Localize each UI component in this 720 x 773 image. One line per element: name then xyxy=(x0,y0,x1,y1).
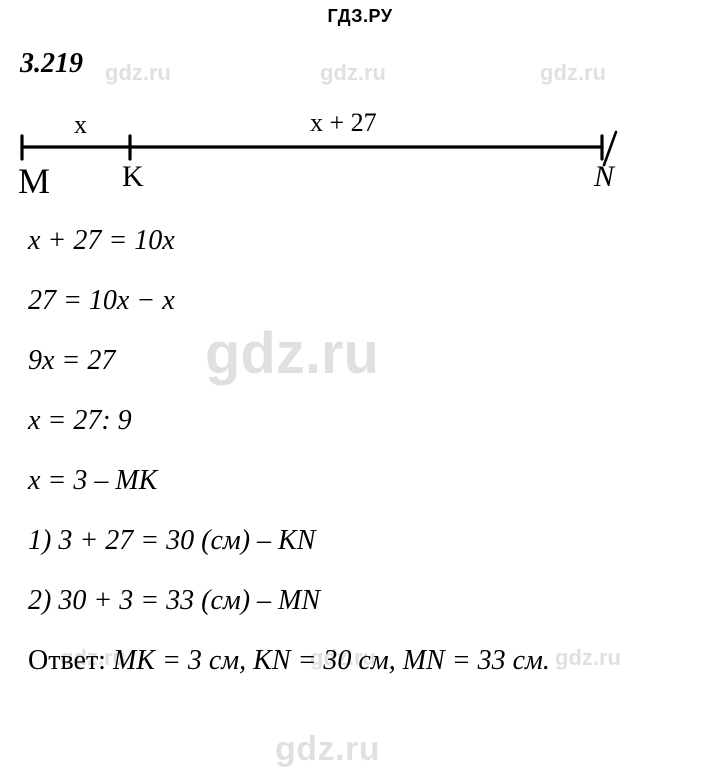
step-2: 2) 30 + 3 = 33 (см) – MN xyxy=(28,585,320,617)
answer-prefix: Ответ: xyxy=(28,645,113,676)
point-k: K xyxy=(122,160,144,194)
point-n: N xyxy=(594,160,614,194)
equation-5: x = 3 – MK xyxy=(28,465,157,497)
point-m: M xyxy=(18,160,50,202)
watermark-text: gdz.ru xyxy=(555,645,621,671)
watermark-text: gdz.ru xyxy=(205,320,379,387)
segment-2-label: x + 27 xyxy=(310,108,377,138)
answer-body: MK = 3 см, KN = 30 см, MN = 33 см. xyxy=(113,645,550,676)
equation-1: x + 27 = 10x xyxy=(28,225,175,257)
answer-line: Ответ: MK = 3 см, KN = 30 см, MN = 33 см… xyxy=(28,645,550,677)
watermark-text: gdz.ru xyxy=(275,730,380,769)
equation-2: 27 = 10x − x xyxy=(28,285,175,317)
segment-1-label: x xyxy=(74,110,87,140)
equation-3: 9x = 27 xyxy=(28,345,115,377)
step-1: 1) 3 + 27 = 30 (см) – KN xyxy=(28,525,315,557)
equation-4: x = 27: 9 xyxy=(28,405,132,437)
